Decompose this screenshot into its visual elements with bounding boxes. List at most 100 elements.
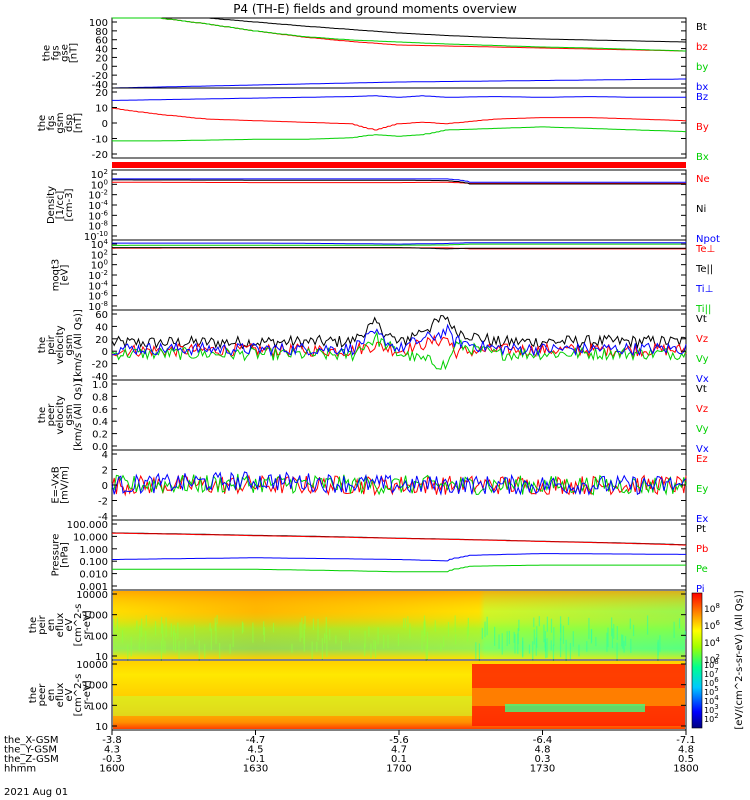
y-axis-label-line-1-1: fgs [46,115,57,130]
spectrogram-streak-9-120 [467,618,469,637]
y-tick-label-4-6: 10-8 [88,300,108,313]
spectrogram-streak-9-41 [303,633,305,644]
spectrogram-streak-9-121 [657,639,659,656]
legend-4-0: Te⊥ [695,244,715,255]
spectrogram-streak-9-6 [447,621,450,637]
colorbar-tick-b-0: 108 [704,658,719,670]
spectrogram-streak-9-104 [116,617,119,630]
spectrogram-streak-9-113 [312,618,315,630]
x-row-label-0: the_X-GSM [4,735,58,746]
spectrogram-streak-9-130 [484,621,486,638]
y-tick-label-7-0: 4 [102,450,108,461]
y-axis-label-line-6-2: velocity [55,395,66,434]
spectrogram-streak-9-63 [252,622,254,643]
y-axis-label-line-0-2: gse [60,44,71,62]
y-axis-label-line-4-1: [eV] [60,265,71,286]
spectrogram-streak-9-31 [440,643,442,652]
spectrogram-streak-9-126 [646,615,649,635]
y-tick-label-8-2: 1.000 [79,545,108,556]
legend-0-0: Bt [696,22,707,33]
y-tick-label-5-0: 60 [95,310,108,321]
spectrogram-streak-9-12 [611,617,613,637]
spectrogram-streak-9-65 [538,616,540,627]
spectrogram-streak-9-101 [454,634,457,645]
spectrogram-streak-9-53 [324,633,326,644]
legend-1-2: Bx [696,152,709,163]
y-axis-label-line-1-0: the [37,115,48,131]
spectrogram-streak-9-135 [632,624,635,637]
legend-1-1: By [696,122,709,133]
spectrogram-streak-9-115 [178,640,180,660]
y-axis-label-line-3-2: [cm-3] [64,188,75,221]
series-line-3-2 [112,178,686,183]
spectrogram-streak-9-68 [590,629,593,643]
colorbar-tick-a-3: 102 [704,653,720,666]
legend-0-2: by [696,62,708,73]
legend-6-3: Vx [696,444,709,455]
spectrogram-streak-9-92 [426,637,428,660]
spectrogram-streak-9-48 [506,631,508,647]
x-tick-label-2-3: 0.3 [535,754,551,765]
y-tick-label-6-1: 0.8 [92,392,108,403]
y-axis-label-line-9-6: sr-eV] [82,610,93,639]
y-tick-label-1-2: 0 [102,119,108,130]
colorbar-tick-a-2: 104 [704,636,720,649]
spectrogram-streak-9-145 [518,619,520,631]
spectrogram-streak-9-128 [364,643,366,657]
spectrogram-streak-9-123 [486,616,488,636]
y-tick-label-3-0: 102 [91,168,108,181]
y-axis-label-line-9-1: peir [37,614,48,634]
y-tick-label-1-1: 10 [95,104,108,115]
series-line-0-3 [112,78,686,89]
series-line-0-0 [112,17,686,43]
colorbar [691,592,703,729]
panel-frame-6 [111,379,687,451]
legend-4-2: Ti⊥ [695,284,713,295]
spectrogram-streak-9-40 [498,634,500,649]
spectrogram-streak-9-54 [454,615,456,633]
legend-7-0: Ez [696,454,708,465]
spectrogram-streak-9-20 [403,618,405,628]
y-tick-label-9-3: 10 [95,652,108,663]
x-tick-label-3-0: 1600 [99,764,124,775]
spectrogram-streak-9-69 [533,617,535,628]
legend-4-1: Te|| [695,264,713,275]
spectrogram-streak-9-143 [678,618,681,629]
legend-7-2: Ex [696,514,708,525]
series-line-5-0 [111,314,687,350]
y-tick-label-0-3: 40 [95,45,108,56]
y-tick-label-4-0: 104 [91,238,109,251]
spectrogram-streak-9-4 [514,634,516,654]
legend-7-1: Ey [696,484,708,495]
spectrogram-streak-9-29 [621,634,623,647]
spectrogram-streak-9-96 [232,629,234,647]
spectrogram-streak-9-114 [174,633,177,653]
y-tick-label-0-1: 80 [95,27,108,38]
y-tick-label-10-1: 1000 [83,681,108,692]
series-line-4-1 [112,247,686,250]
x-tick-label-1-4: 4.8 [678,745,694,756]
spectrogram-streak-9-140 [383,634,385,649]
spectrogram-streak-9-18 [329,629,331,641]
y-tick-label-0-6: -20 [92,71,108,82]
y-tick-label-3-2: 10-2 [88,189,108,202]
y-tick-label-5-4: -20 [92,360,108,371]
legend-5-3: Vx [696,374,709,385]
spectrogram-streak-9-15 [407,616,409,625]
y-tick-label-7-4: -4 [98,512,108,523]
x-row-label-1: the_Y-GSM [4,745,57,756]
spectrogram-streak-9-108 [216,615,218,624]
legend-1-0: Bz [696,92,708,103]
y-tick-label-5-5: -40 [92,372,108,383]
flag-bar [112,162,686,168]
spectrogram-streak-9-91 [340,640,343,652]
spectrogram-streak-9-8 [170,623,172,638]
y-axis-label-line-5-1: peir [46,334,57,354]
y-tick-label-8-0: 100.000 [67,520,108,531]
y-axis-label-line-7-1: [mV/m] [60,466,71,504]
legend-8-3: Pi [696,584,705,595]
series-line-3-1 [112,179,686,185]
y-tick-label-10-3: 10 [95,722,108,733]
spectrogram-streak-9-86 [215,622,217,644]
